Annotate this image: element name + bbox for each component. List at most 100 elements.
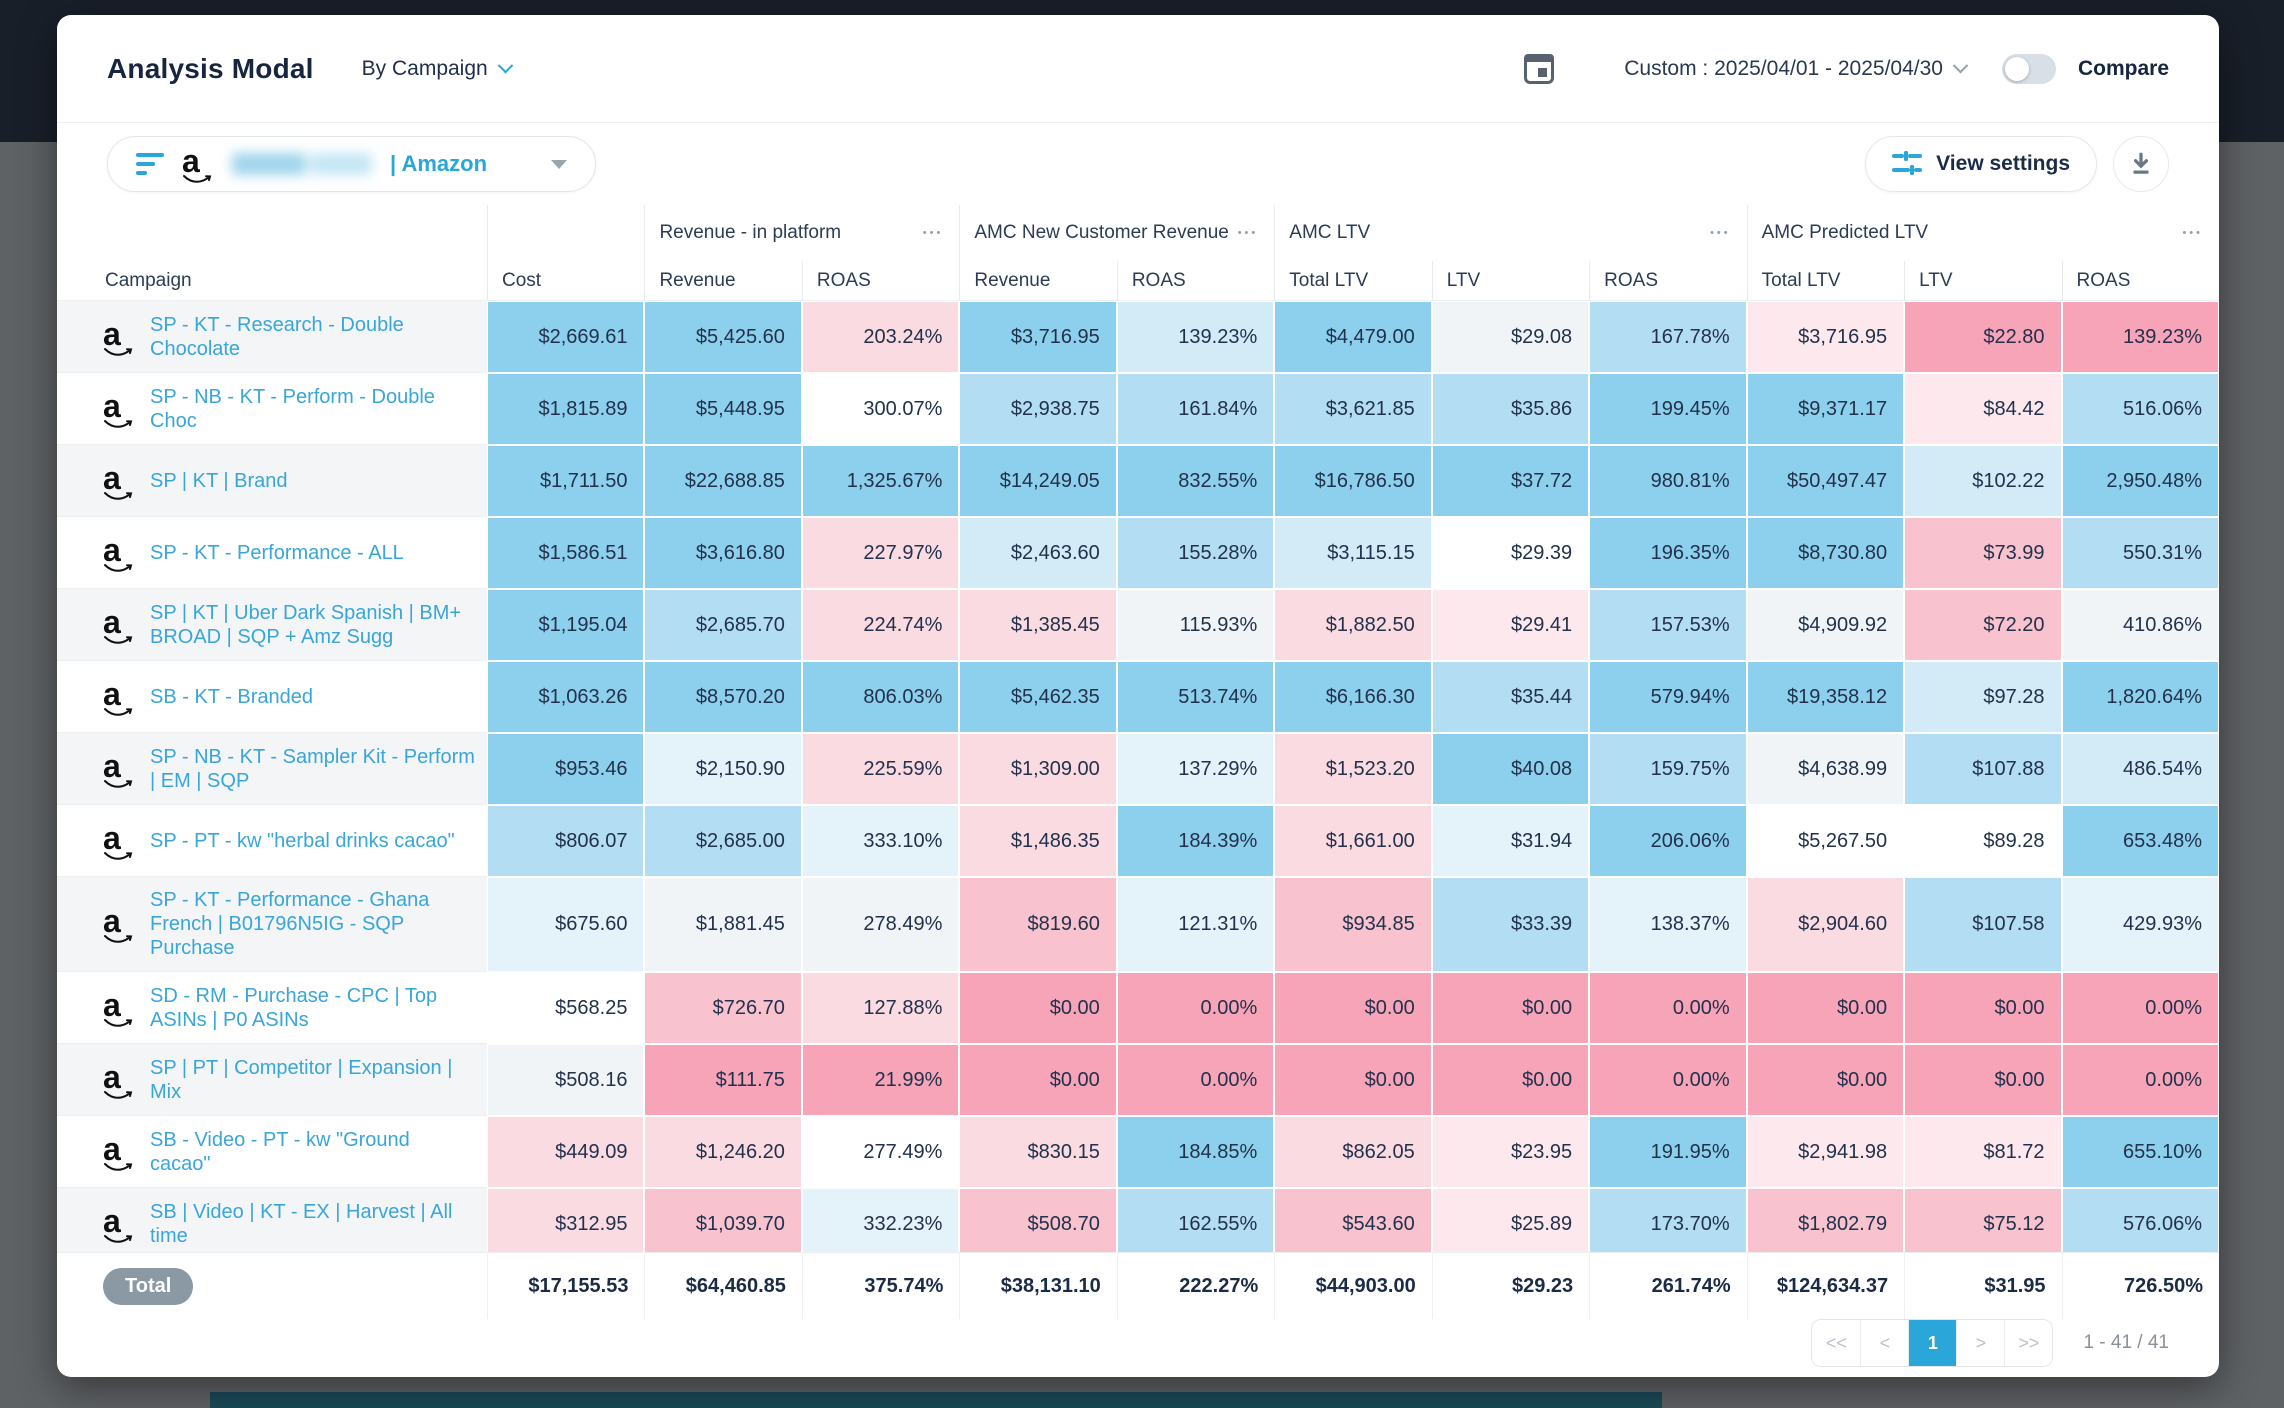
amc-pred-total-cell: $19,358.12 bbox=[1746, 661, 1905, 733]
view-by-dropdown[interactable]: By Campaign bbox=[362, 57, 513, 81]
revenue-cell: $3,616.80 bbox=[644, 517, 802, 589]
sort-filter-icon bbox=[136, 153, 164, 175]
table-row: a SP - KT - Performance - ALL $1,586.51 … bbox=[57, 517, 2219, 589]
amc-ncr-roas-cell: 162.55% bbox=[1116, 1188, 1275, 1253]
campaign-cell: a SP | KT | Uber Dark Spanish | BM+ BROA… bbox=[57, 589, 487, 661]
amc-pred-total-cell: $2,904.60 bbox=[1746, 877, 1905, 972]
toggle-knob bbox=[2004, 56, 2029, 81]
table-row: a SP - NB - KT - Perform - Double Choc $… bbox=[57, 373, 2219, 445]
page-prev-button[interactable]: < bbox=[1860, 1320, 1909, 1366]
modal-toolbar: a | Amazon View settings bbox=[57, 123, 2219, 205]
cost-cell: $508.16 bbox=[487, 1044, 645, 1116]
cost-cell: $2,669.61 bbox=[487, 301, 645, 373]
amc-pred-roas-cell: 429.93% bbox=[2061, 877, 2219, 972]
campaign-link[interactable]: SP | PT | Competitor | Expansion | Mix bbox=[150, 1056, 453, 1103]
amc-ltv-total-cell: $1,661.00 bbox=[1274, 805, 1432, 877]
download-button[interactable] bbox=[2113, 136, 2169, 192]
revenue-cell: $111.75 bbox=[644, 1044, 802, 1116]
pagination: << < 1 > >> 1 - 41 / 41 bbox=[57, 1319, 2219, 1375]
campaign-link[interactable]: SP - KT - Performance - ALL bbox=[150, 541, 404, 564]
campaign-link[interactable]: SP | KT | Uber Dark Spanish | BM+ BROAD … bbox=[150, 601, 462, 648]
campaign-link[interactable]: SP - KT - Research - Double Chocolate bbox=[150, 313, 404, 360]
column-header: LTV bbox=[1431, 261, 1589, 300]
roas-cell: 224.74% bbox=[801, 589, 960, 661]
campaign-link[interactable]: SP - KT - Performance - Ghana French | B… bbox=[150, 889, 430, 959]
campaign-cell: a SP - PT - kw "herbal drinks cacao" bbox=[57, 805, 487, 877]
amc-ltv-roas-cell: 199.45% bbox=[1589, 373, 1747, 445]
amc-ltv-total-cell: $6,166.30 bbox=[1274, 661, 1432, 733]
roas-cell: 333.10% bbox=[801, 805, 960, 877]
cost-cell: $1,063.26 bbox=[487, 661, 645, 733]
amazon-logo-icon: a bbox=[103, 1060, 135, 1100]
campaign-cell: a SB - Video - PT - kw "Ground cacao" bbox=[57, 1116, 487, 1188]
amc-ltv-cell: $33.39 bbox=[1431, 877, 1590, 972]
column-header: Revenue bbox=[959, 261, 1116, 300]
amc-pred-roas-cell: 655.10% bbox=[2061, 1116, 2219, 1188]
compare-toggle[interactable] bbox=[2001, 53, 2056, 84]
cost-cell: $312.95 bbox=[487, 1188, 645, 1253]
cost-cell: $1,815.89 bbox=[487, 373, 645, 445]
amc-ncr-revenue-cell: $830.15 bbox=[959, 1116, 1117, 1188]
page-first-button[interactable]: << bbox=[1812, 1320, 1861, 1366]
analysis-table: Revenue - in platform ••• AMC New Custom… bbox=[57, 205, 2219, 1377]
amc-pred-ltv-cell: $107.88 bbox=[1904, 733, 2062, 805]
amc-ltv-roas-cell: 579.94% bbox=[1589, 661, 1747, 733]
total-cell: $31.95 bbox=[1904, 1253, 2061, 1319]
more-menu-icon[interactable]: ••• bbox=[1237, 227, 1259, 239]
view-settings-label: View settings bbox=[1936, 152, 2070, 175]
amazon-logo-icon: a bbox=[103, 533, 135, 573]
table-row: a SB - KT - Branded $1,063.26 $8,570.20 … bbox=[57, 661, 2219, 733]
roas-cell: 21.99% bbox=[801, 1044, 960, 1116]
more-menu-icon[interactable]: ••• bbox=[2182, 227, 2203, 239]
amc-ncr-roas-cell: 184.39% bbox=[1116, 805, 1275, 877]
campaign-link[interactable]: SP | KT | Brand bbox=[150, 469, 288, 492]
campaign-link[interactable]: SB - Video - PT - kw "Ground cacao" bbox=[150, 1128, 410, 1175]
group-revenue-in-platform: Revenue - in platform ••• bbox=[644, 205, 959, 261]
view-settings-button[interactable]: View settings bbox=[1865, 136, 2097, 192]
revenue-cell: $8,570.20 bbox=[644, 661, 802, 733]
campaign-link[interactable]: SB | Video | KT - EX | Harvest | All tim… bbox=[150, 1200, 453, 1247]
table-body: a SP - KT - Research - Double Chocolate … bbox=[57, 301, 2219, 1253]
account-selector[interactable]: a | Amazon bbox=[107, 136, 597, 192]
amc-ltv-total-cell: $3,115.15 bbox=[1274, 517, 1432, 589]
page-next-button[interactable]: > bbox=[1956, 1320, 2005, 1366]
campaign-link[interactable]: SP - NB - KT - Sampler Kit - Perform | E… bbox=[150, 745, 475, 792]
cost-cell: $675.60 bbox=[487, 877, 645, 972]
date-range-selector[interactable]: Custom : 2025/04/01 - 2025/04/30 bbox=[1624, 57, 1969, 81]
amc-ltv-roas-cell: 0.00% bbox=[1589, 972, 1747, 1044]
amazon-logo-icon: a bbox=[103, 461, 135, 501]
amc-ltv-total-cell: $934.85 bbox=[1274, 877, 1432, 972]
campaign-link[interactable]: SP - NB - KT - Perform - Double Choc bbox=[150, 385, 435, 432]
roas-cell: 300.07% bbox=[801, 373, 960, 445]
campaign-link[interactable]: SB - KT - Branded bbox=[150, 685, 314, 708]
chevron-down-icon bbox=[1952, 57, 1969, 74]
amc-ltv-roas-cell: 191.95% bbox=[1589, 1116, 1747, 1188]
revenue-cell: $1,246.20 bbox=[644, 1116, 802, 1188]
amc-ltv-total-cell: $4,479.00 bbox=[1274, 301, 1432, 373]
amc-pred-ltv-cell: $89.28 bbox=[1904, 805, 2062, 877]
amc-ltv-cell: $29.39 bbox=[1431, 517, 1590, 589]
page-last-button[interactable]: >> bbox=[2004, 1320, 2053, 1366]
amc-ncr-roas-cell: 139.23% bbox=[1116, 301, 1275, 373]
amc-pred-ltv-cell: $81.72 bbox=[1904, 1116, 2062, 1188]
campaign-link[interactable]: SP - PT - kw "herbal drinks cacao" bbox=[150, 829, 455, 852]
revenue-cell: $22,688.85 bbox=[644, 445, 802, 517]
column-header: Total LTV bbox=[1274, 261, 1431, 300]
amc-pred-roas-cell: 486.54% bbox=[2061, 733, 2219, 805]
amazon-logo-icon: a bbox=[103, 1132, 135, 1172]
campaign-cell: a SP | KT | Brand bbox=[57, 445, 487, 517]
account-name-redacted bbox=[232, 153, 372, 175]
page-number-button[interactable]: 1 bbox=[1908, 1320, 1957, 1366]
amc-pred-roas-cell: 2,950.48% bbox=[2061, 445, 2219, 517]
more-menu-icon[interactable]: ••• bbox=[922, 227, 944, 239]
amc-ncr-roas-cell: 0.00% bbox=[1116, 1044, 1275, 1116]
cost-cell: $568.25 bbox=[487, 972, 645, 1044]
modal-title: Analysis Modal bbox=[107, 52, 314, 84]
amc-ncr-roas-cell: 155.28% bbox=[1116, 517, 1275, 589]
amc-ncr-roas-cell: 0.00% bbox=[1116, 972, 1275, 1044]
more-menu-icon[interactable]: ••• bbox=[1710, 227, 1731, 239]
campaign-link[interactable]: SD - RM - Purchase - CPC | Top ASINs | P… bbox=[150, 984, 438, 1031]
amazon-logo-icon: a bbox=[103, 821, 135, 861]
amc-ncr-revenue-cell: $5,462.35 bbox=[959, 661, 1117, 733]
total-badge: Total bbox=[103, 1267, 194, 1305]
